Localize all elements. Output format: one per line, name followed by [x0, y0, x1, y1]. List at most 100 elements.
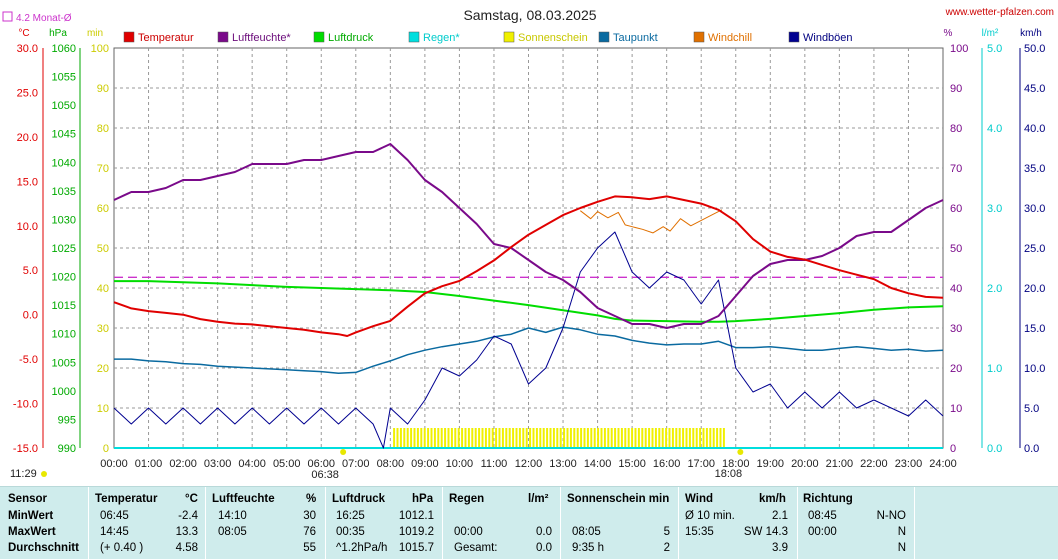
x-tick-label: 24:00: [929, 458, 957, 470]
legend-label: Luftfeuchte*: [232, 32, 291, 44]
clock-time: 11:29: [10, 468, 37, 480]
hdr-rain-unit: l/m²: [528, 493, 549, 505]
hdr-wind-unit: km/h: [759, 493, 786, 505]
hdr-wind: Wind: [685, 493, 713, 505]
sunshine-bar: [488, 428, 491, 448]
x-tick-label: 00:00: [100, 458, 128, 470]
table-cell: 0.0: [536, 542, 552, 554]
sunshine-bar: [712, 428, 715, 448]
sunshine-bar: [682, 428, 685, 448]
sunshine-bar: [705, 428, 708, 448]
sunshine-bar: [603, 428, 606, 448]
series-windben: [113, 231, 944, 449]
sunshine-bar: [440, 428, 443, 448]
y-tick-min: 80: [97, 123, 109, 135]
sunshine-bar: [678, 428, 681, 448]
axis-unit-pct: %: [944, 28, 953, 39]
table-cell: 00:00: [808, 526, 837, 538]
y-tick-temp: 30.0: [17, 43, 38, 55]
hdr-temperatur: Temperatur: [95, 493, 158, 505]
sunshine-bar: [624, 428, 627, 448]
sunshine-bar: [474, 428, 477, 448]
sunshine-bar: [512, 428, 515, 448]
y-tick-pct: 100: [950, 43, 968, 55]
sunshine-bar: [444, 428, 447, 448]
hdr-richtung: Richtung: [803, 493, 853, 505]
legend-label: Regen*: [423, 32, 460, 44]
site-link[interactable]: www.wetter-pfalzen.com: [945, 7, 1054, 18]
sunshine-bar: [692, 428, 695, 448]
table-cell: (+ 0.40 ): [100, 542, 144, 554]
sunshine-bar: [688, 428, 691, 448]
sunshine-bar: [447, 428, 450, 448]
series-taupunkt: [114, 326, 944, 375]
stats-table: Sensor Temperatur °C Luftfeuchte % Luftd…: [0, 486, 1058, 560]
table-cell: 55: [303, 542, 316, 554]
sunshine-bar: [396, 428, 399, 448]
y-tick-kmh: 0.0: [1024, 443, 1039, 455]
table-cell: 14:10: [218, 510, 247, 522]
table-cell: 14:45: [100, 526, 129, 538]
y-tick-pct: 70: [950, 163, 962, 175]
sunrise-time: 06:38: [311, 469, 339, 481]
sunshine-bar: [467, 428, 470, 448]
sunshine-bar: [518, 428, 521, 448]
y-tick-lm2: 2.0: [987, 283, 1002, 295]
y-tick-kmh: 30.0: [1024, 203, 1045, 215]
row-label: MaxWert: [8, 526, 56, 538]
legend: Temperatur Luftfeuchte* Luftdruck Regen* Son…: [123, 31, 853, 44]
sunshine-bar: [695, 428, 698, 448]
x-tick-label: 19:00: [757, 458, 785, 470]
y-tick-min: 90: [97, 83, 109, 95]
y-tick-temp: -10.0: [13, 399, 38, 411]
sunshine-bar: [437, 428, 440, 448]
sunshine-bar: [420, 428, 423, 448]
table-cell: 08:05: [218, 526, 247, 538]
sunshine-bar: [406, 428, 409, 448]
x-tick-label: 03:00: [204, 458, 232, 470]
x-tick-label: 09:00: [411, 458, 439, 470]
sunshine-bar: [556, 428, 559, 448]
x-tick-label: 23:00: [895, 458, 923, 470]
axis-unit-temp: °C: [18, 28, 29, 39]
y-tick-temp: 0.0: [23, 310, 38, 322]
y-tick-kmh: 50.0: [1024, 43, 1045, 55]
y-tick-min: 60: [97, 203, 109, 215]
table-cell: 30: [303, 510, 316, 522]
table-cell: 3.9: [772, 542, 788, 554]
y-tick-kmh: 5.0: [1024, 403, 1039, 415]
plot-area: [113, 143, 944, 449]
y-tick-hpa: 1020: [52, 272, 76, 284]
table-cell: Ø 10 min.: [685, 510, 735, 522]
sunshine-bar: [552, 428, 555, 448]
col-divider: [325, 487, 326, 560]
y-tick-pct: 60: [950, 203, 962, 215]
x-tick-label: 14:00: [584, 458, 612, 470]
grid: [113, 47, 944, 449]
sunshine-bar: [573, 428, 576, 448]
y-tick-pct: 50: [950, 243, 962, 255]
sunshine-bar: [430, 428, 433, 448]
sunshine-bar: [491, 428, 494, 448]
hdr-sonnenschein: Sonnenschein min: [567, 493, 670, 505]
table-cell: 06:45: [100, 510, 129, 522]
sunshine-bar: [641, 428, 644, 448]
sunshine-bar: [627, 428, 630, 448]
series-windchill: [579, 209, 723, 234]
sun-marker-icon: [41, 471, 47, 477]
sunshine-bar: [532, 428, 535, 448]
sunshine-bar: [535, 428, 538, 448]
y-tick-min: 30: [97, 323, 109, 335]
sunshine-bar: [413, 428, 416, 448]
sunshine-bar: [586, 428, 589, 448]
table-cell: N: [897, 526, 906, 538]
sunshine-bar: [631, 428, 634, 448]
sunshine-bar: [498, 428, 501, 448]
hdr-press-unit: hPa: [412, 493, 434, 505]
hdr-sensor: Sensor: [8, 493, 47, 505]
sunshine-bar: [614, 428, 617, 448]
sunshine-bar: [508, 428, 511, 448]
sunshine-bar: [583, 428, 586, 448]
sunshine-bar: [522, 428, 525, 448]
y-tick-min: 40: [97, 283, 109, 295]
